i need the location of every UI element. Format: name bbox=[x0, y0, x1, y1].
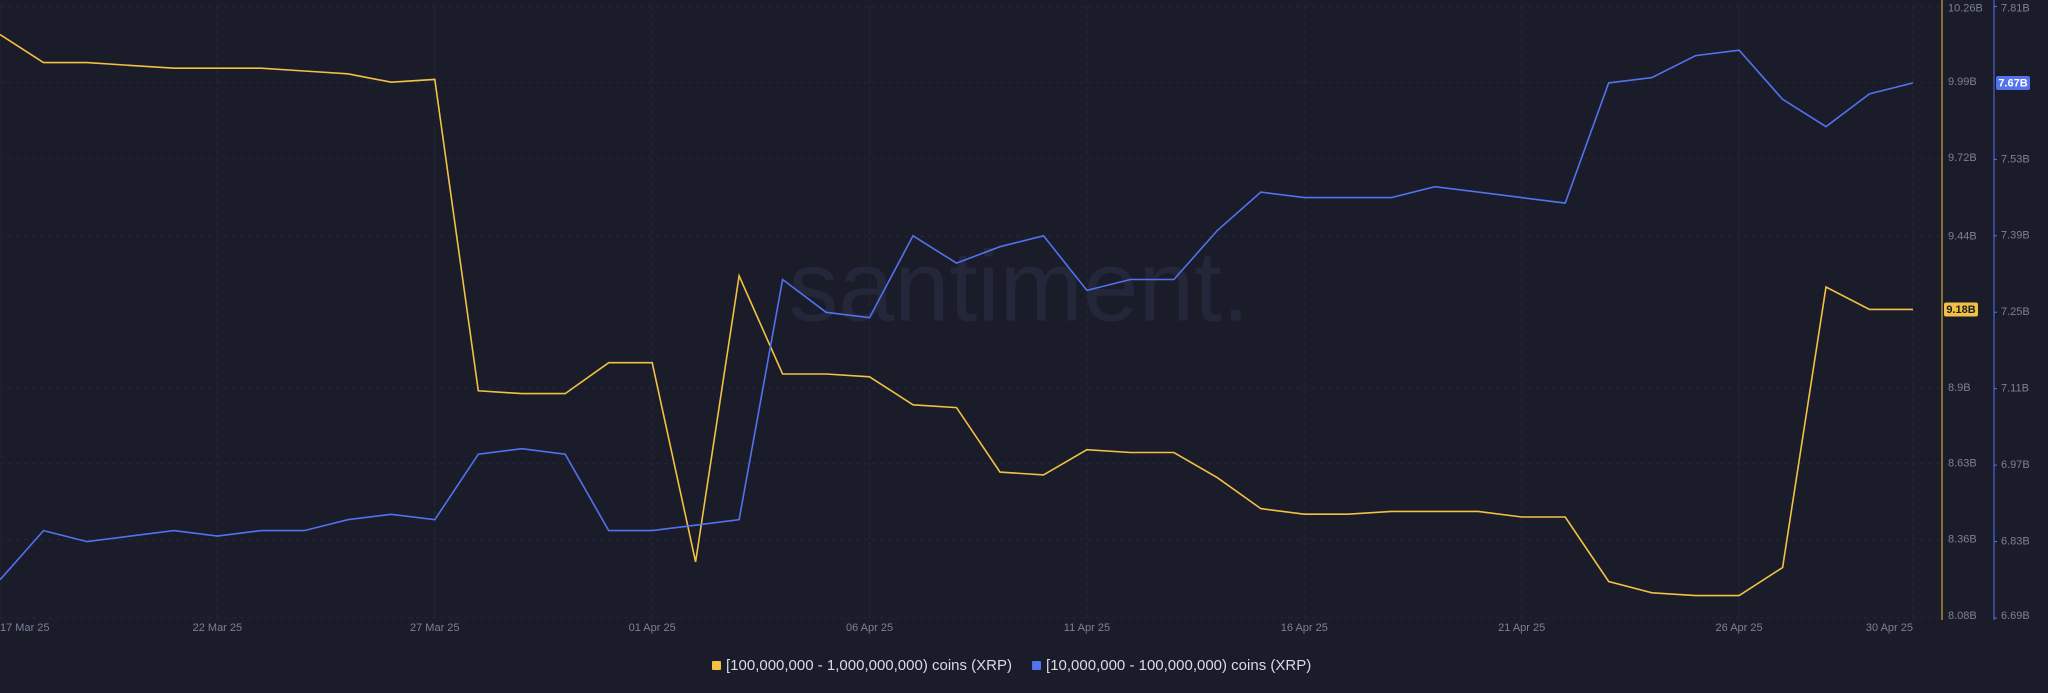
y-tick-label: 8.36B bbox=[1948, 533, 1977, 545]
x-tick-label: 21 Apr 25 bbox=[1498, 622, 1545, 634]
y2-tick-label: 6.69B bbox=[2001, 610, 2030, 622]
y-tick-label: 9.72B bbox=[1948, 152, 1977, 164]
x-tick-label: 26 Apr 25 bbox=[1716, 622, 1763, 634]
x-tick-label: 30 Apr 25 bbox=[1866, 622, 1913, 634]
y2-tick-label: 7.39B bbox=[2001, 230, 2030, 242]
y-tick-label: 9.99B bbox=[1948, 76, 1977, 88]
x-tick-label: 22 Mar 25 bbox=[193, 622, 243, 634]
legend-swatch bbox=[712, 661, 721, 670]
y2-tick-label: 6.83B bbox=[2001, 535, 2030, 547]
y-tick-label: 9.44B bbox=[1948, 230, 1977, 242]
legend-label: [10,000,000 - 100,000,000) coins (XRP) bbox=[1046, 657, 1311, 674]
legend-label: [100,000,000 - 1,000,000,000) coins (XRP… bbox=[726, 657, 1012, 674]
legend: [100,000,000 - 1,000,000,000) coins (XRP… bbox=[712, 657, 1311, 674]
y-tick-label: 8.63B bbox=[1948, 458, 1977, 470]
y2-tick-label: 6.97B bbox=[2001, 459, 2030, 471]
value-label: 7.67B bbox=[1998, 77, 2027, 89]
y2-tick-label: 7.25B bbox=[2001, 306, 2030, 318]
legend-swatch bbox=[1032, 661, 1042, 670]
value-label: 9.18B bbox=[1946, 304, 1975, 316]
x-tick-label: 06 Apr 25 bbox=[846, 622, 893, 634]
value-badge bbox=[1996, 75, 2030, 90]
x-tick-label: 16 Apr 25 bbox=[1281, 622, 1328, 634]
x-tick-label: 01 Apr 25 bbox=[629, 622, 676, 634]
watermark: santiment. bbox=[788, 230, 1249, 342]
y2-tick-label: 7.81B bbox=[2001, 2, 2030, 14]
x-tick-label: 17 Mar 25 bbox=[0, 622, 50, 634]
y2-tick-label: 7.11B bbox=[2001, 383, 2029, 395]
x-tick-label: 11 Apr 25 bbox=[1064, 622, 1110, 634]
value-badge bbox=[1944, 302, 1978, 317]
series-line bbox=[0, 33, 1913, 597]
y-tick-label: 8.08B bbox=[1948, 610, 1977, 622]
y-tick-label: 10.26B bbox=[1948, 2, 1983, 14]
y-tick-label: 8.9B bbox=[1948, 382, 1971, 394]
series-line bbox=[0, 49, 1914, 581]
y2-tick-label: 7.53B bbox=[2001, 153, 2030, 165]
x-tick-label: 27 Mar 25 bbox=[410, 622, 460, 634]
